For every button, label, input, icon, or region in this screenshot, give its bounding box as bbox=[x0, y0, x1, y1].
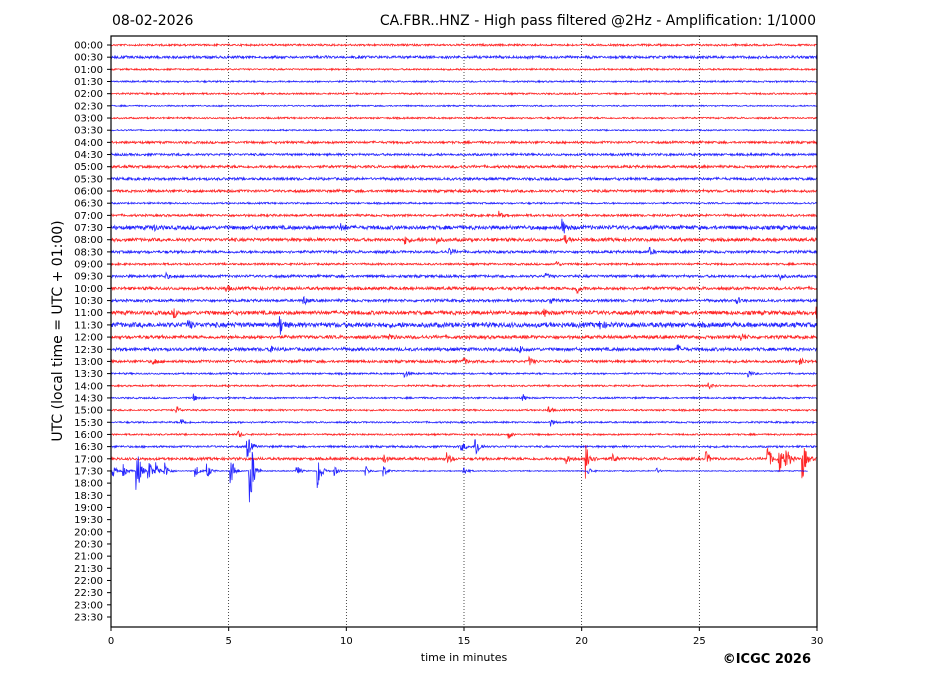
trace-1500 bbox=[110, 405, 818, 414]
y-tick-label: 23:00 bbox=[74, 600, 103, 611]
x-tick-label: 30 bbox=[811, 636, 824, 647]
x-tick-label: 15 bbox=[458, 636, 471, 647]
trace-0700 bbox=[110, 210, 818, 218]
y-tick-label: 04:00 bbox=[74, 138, 103, 149]
trace-1130 bbox=[110, 316, 818, 335]
y-tick-label: 15:30 bbox=[74, 418, 103, 429]
y-tick-label: 20:30 bbox=[74, 539, 103, 550]
y-tick-label: 19:00 bbox=[74, 503, 103, 514]
trace-1430 bbox=[110, 393, 818, 401]
y-tick-label: 03:00 bbox=[74, 114, 103, 125]
y-tick-label: 12:30 bbox=[74, 345, 103, 356]
y-tick-label: 02:30 bbox=[74, 101, 103, 112]
y-tick-label: 08:00 bbox=[74, 235, 103, 246]
trace-0300 bbox=[110, 115, 818, 121]
y-tick-label: 19:30 bbox=[74, 515, 103, 526]
y-tick-label: 12:00 bbox=[74, 333, 103, 344]
y-tick-label: 03:30 bbox=[74, 126, 103, 137]
y-tick-label: 09:00 bbox=[74, 260, 103, 271]
trace-1400 bbox=[110, 382, 817, 390]
trace-0930 bbox=[110, 271, 818, 282]
trace-1100 bbox=[110, 306, 818, 319]
x-tick-label: 0 bbox=[108, 636, 114, 647]
trace-1030 bbox=[110, 295, 818, 306]
y-tick-label: 20:00 bbox=[74, 527, 103, 538]
x-tick-label: 20 bbox=[575, 636, 588, 647]
trace-1600 bbox=[110, 430, 818, 439]
y-tick-label: 21:00 bbox=[74, 552, 103, 563]
trace-1230 bbox=[110, 344, 818, 354]
y-tick-label: 16:00 bbox=[74, 430, 103, 441]
trace-1200 bbox=[110, 333, 818, 341]
y-tick-label: 05:00 bbox=[74, 162, 103, 173]
trace-0430 bbox=[110, 151, 818, 158]
y-tick-label: 14:30 bbox=[74, 393, 103, 404]
y-tick-label: 07:30 bbox=[74, 223, 103, 234]
x-axis-label: time in minutes bbox=[421, 651, 508, 664]
trace-0030 bbox=[110, 54, 818, 61]
x-tick-label: 5 bbox=[225, 636, 231, 647]
y-tick-label: 11:00 bbox=[74, 308, 103, 319]
y-tick-label: 21:30 bbox=[74, 564, 103, 575]
y-tick-label: 06:00 bbox=[74, 187, 103, 198]
y-tick-label: 16:30 bbox=[74, 442, 103, 453]
y-tick-label: 10:00 bbox=[74, 284, 103, 295]
x-tick-label: 25 bbox=[693, 636, 706, 647]
plot-frame bbox=[110, 35, 818, 628]
y-tick-label: 00:30 bbox=[74, 53, 103, 64]
y-tick-label: 04:30 bbox=[74, 150, 103, 161]
trace-1000 bbox=[110, 284, 818, 295]
y-tick-label: 07:00 bbox=[74, 211, 103, 222]
chart-title: CA.FBR..HNZ - High pass filtered @2Hz - … bbox=[380, 13, 816, 29]
y-tick-label: 06:30 bbox=[74, 199, 103, 210]
trace-0330 bbox=[111, 128, 818, 132]
y-axis-label: UTC (local time = UTC + 01:00) bbox=[50, 220, 66, 441]
y-tick-label: 22:30 bbox=[74, 588, 103, 599]
y-tick-label: 01:00 bbox=[74, 65, 103, 76]
y-tick-label: 17:30 bbox=[74, 466, 103, 477]
y-tick-label: 10:30 bbox=[74, 296, 103, 307]
trace-0400 bbox=[110, 139, 818, 146]
trace-0000 bbox=[110, 42, 818, 48]
trace-0500 bbox=[110, 163, 818, 170]
trace-1630 bbox=[110, 439, 818, 458]
x-tick-label: 10 bbox=[340, 636, 353, 647]
trace-0600 bbox=[110, 188, 818, 194]
y-tick-label: 09:30 bbox=[74, 272, 103, 283]
y-tick-label: 14:00 bbox=[74, 381, 103, 392]
y-tick-label: 18:30 bbox=[74, 491, 103, 502]
y-tick-label: 13:30 bbox=[74, 369, 103, 380]
trace-0130 bbox=[110, 79, 818, 84]
trace-0830 bbox=[110, 246, 818, 255]
y-tick-label: 17:00 bbox=[74, 454, 103, 465]
trace-0230 bbox=[110, 104, 818, 108]
y-tick-label: 08:30 bbox=[74, 247, 103, 258]
trace-0100 bbox=[110, 67, 818, 72]
trace-1530 bbox=[110, 419, 818, 427]
trace-0630 bbox=[110, 201, 818, 206]
trace-0730 bbox=[110, 218, 818, 234]
y-tick-label: 05:30 bbox=[74, 174, 103, 185]
y-tick-label: 02:00 bbox=[74, 89, 103, 100]
y-tick-label: 11:30 bbox=[74, 320, 103, 331]
trace-0200 bbox=[110, 91, 818, 96]
chart-date: 08-02-2026 bbox=[112, 13, 193, 29]
y-tick-label: 15:00 bbox=[74, 406, 103, 417]
y-tick-label: 13:00 bbox=[74, 357, 103, 368]
y-tick-label: 00:00 bbox=[74, 41, 103, 52]
trace-0530 bbox=[110, 175, 818, 182]
trace-1700 bbox=[110, 445, 818, 479]
y-tick-label: 01:30 bbox=[74, 77, 103, 88]
trace-1330 bbox=[111, 370, 818, 379]
y-tick-label: 18:00 bbox=[74, 479, 103, 490]
trace-0800 bbox=[110, 235, 818, 245]
trace-0900 bbox=[111, 261, 818, 267]
trace-1730 bbox=[110, 451, 808, 503]
credit: ©ICGC 2026 bbox=[723, 652, 811, 667]
y-tick-label: 22:00 bbox=[74, 576, 103, 587]
y-tick-label: 23:30 bbox=[74, 612, 103, 623]
trace-1300 bbox=[110, 355, 818, 366]
